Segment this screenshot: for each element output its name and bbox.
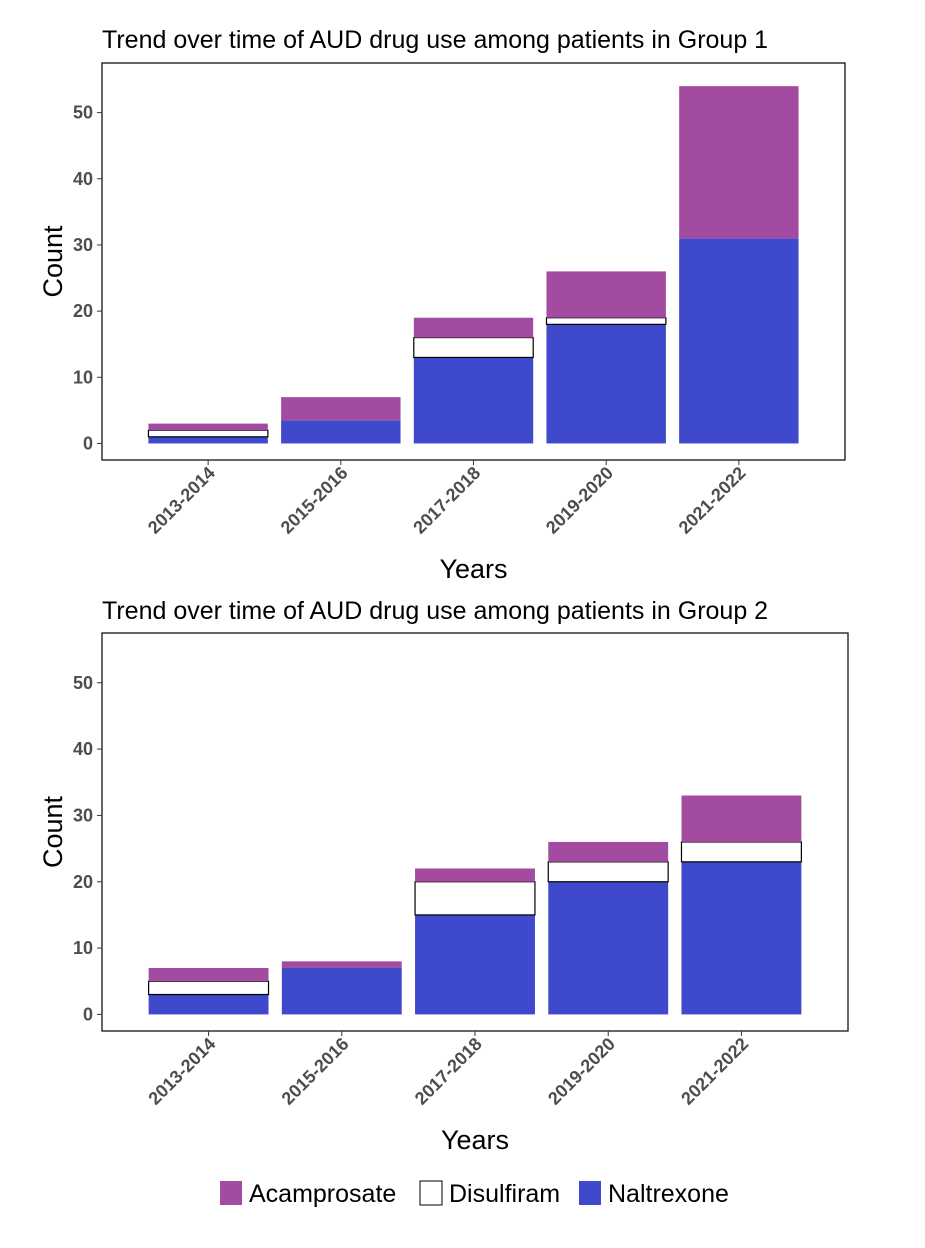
y-tick-label: 20	[73, 301, 93, 321]
bar-disulfiram	[148, 980, 270, 996]
bar-acamprosate	[679, 86, 799, 239]
y-tick-label: 0	[83, 1004, 93, 1024]
bar-naltrexone	[148, 994, 269, 1015]
bar-acamprosate	[413, 317, 534, 338]
bar-acamprosate	[681, 795, 802, 842]
x-axis-label: Years	[441, 1125, 509, 1155]
legend-swatch-naltrexone	[579, 1181, 601, 1205]
bar-acamprosate	[281, 397, 401, 421]
bar-acamprosate	[546, 271, 666, 318]
legend-label: Disulfiram	[449, 1180, 560, 1208]
bar-disulfiram	[414, 881, 536, 916]
x-tick-label: 2017-2018	[409, 463, 484, 538]
y-tick-label: 10	[73, 367, 93, 387]
bar-naltrexone	[679, 238, 799, 444]
x-tick-label: 2015-2016	[277, 463, 352, 538]
bar-naltrexone	[546, 324, 666, 444]
x-tick-label: 2019-2020	[542, 463, 617, 538]
y-axis-label: Count	[38, 225, 68, 298]
y-tick-label: 50	[73, 103, 93, 123]
bar-naltrexone	[281, 967, 402, 1015]
bar-acamprosate	[415, 868, 535, 882]
x-tick-label: 2019-2020	[544, 1034, 619, 1109]
chart-panel-2: Trend over time of AUD drug use among pa…	[38, 597, 849, 1155]
legend: Acamprosate Disulfiram Naltrexone	[220, 1180, 729, 1208]
y-tick-label: 30	[73, 805, 93, 825]
x-tick-label: 2021-2022	[675, 463, 750, 538]
bar-disulfiram	[147, 429, 269, 438]
y-tick-label: 40	[73, 169, 93, 189]
bar-naltrexone	[548, 881, 669, 1015]
bar-disulfiram	[545, 317, 667, 325]
x-axis-label: Years	[439, 554, 507, 584]
x-tick-label: 2015-2016	[278, 1034, 353, 1109]
y-axis-label: Count	[38, 795, 68, 868]
bar-disulfiram	[680, 841, 802, 863]
x-tick-label: 2013-2014	[144, 1034, 219, 1109]
bar-disulfiram	[547, 861, 669, 883]
legend-label: Acamprosate	[249, 1180, 396, 1208]
x-tick-label: 2021-2022	[677, 1034, 752, 1109]
bar-naltrexone	[281, 420, 401, 444]
bar-acamprosate	[548, 841, 669, 862]
y-tick-label: 30	[73, 235, 93, 255]
legend-swatch-acamprosate	[220, 1181, 242, 1205]
legend-label: Naltrexone	[608, 1180, 729, 1208]
bar-naltrexone	[148, 436, 268, 444]
chart-title: Trend over time of AUD drug use among pa…	[102, 26, 768, 54]
bar-naltrexone	[415, 914, 535, 1015]
y-tick-label: 0	[83, 433, 93, 453]
bar-acamprosate	[148, 423, 268, 431]
bar-acamprosate	[148, 967, 269, 982]
bar-disulfiram	[413, 336, 534, 359]
chart-title: Trend over time of AUD drug use among pa…	[102, 597, 768, 625]
x-tick-label: 2013-2014	[144, 463, 219, 538]
bar-acamprosate	[281, 961, 402, 968]
y-tick-label: 10	[73, 938, 93, 958]
bar-naltrexone	[681, 861, 802, 1015]
y-tick-label: 50	[73, 673, 93, 693]
bar-naltrexone	[413, 357, 534, 444]
x-tick-label: 2017-2018	[411, 1034, 486, 1109]
legend-swatch-disulfiram	[419, 1180, 443, 1206]
y-tick-label: 20	[73, 872, 93, 892]
chart-panel-1: Trend over time of AUD drug use among pa…	[38, 26, 846, 584]
y-tick-label: 40	[73, 739, 93, 759]
